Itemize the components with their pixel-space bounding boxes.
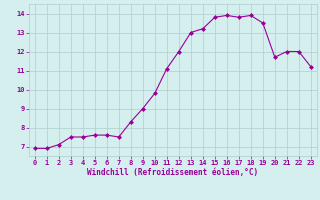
X-axis label: Windchill (Refroidissement éolien,°C): Windchill (Refroidissement éolien,°C) (87, 168, 258, 177)
